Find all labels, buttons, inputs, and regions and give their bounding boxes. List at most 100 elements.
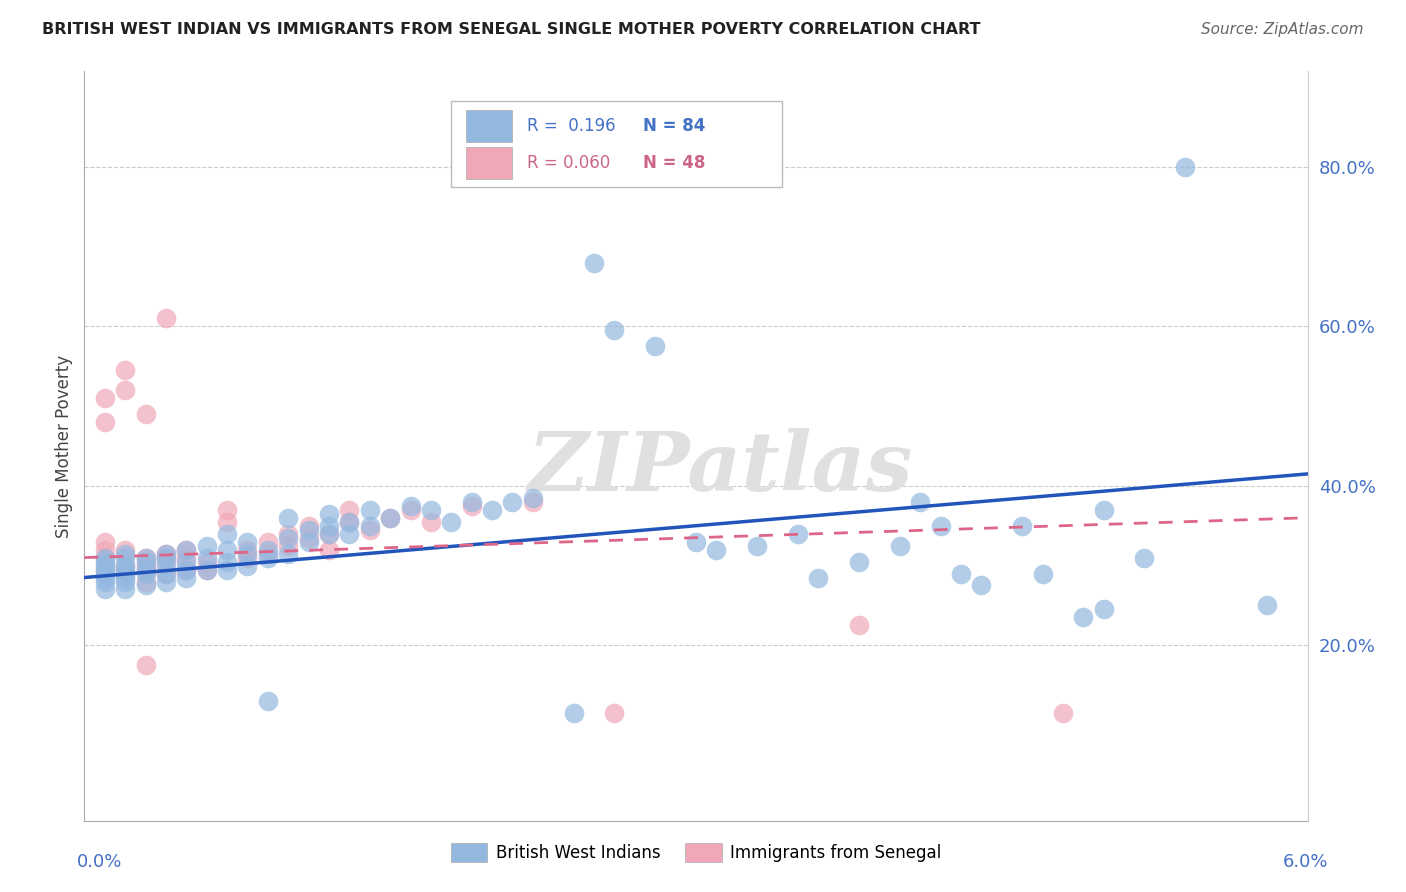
Point (155, 566, 177, 581)
Point (93, 534, 117, 549)
Point (706, 542, 728, 557)
Point (135, 563, 157, 577)
Point (236, 550, 259, 565)
Text: N = 84: N = 84 (644, 117, 706, 135)
Point (1174, 160, 1197, 174)
Point (155, 550, 177, 565)
Point (195, 539, 218, 553)
Point (155, 555, 177, 569)
Text: N = 48: N = 48 (644, 153, 706, 172)
Point (135, 550, 157, 565)
Point (522, 495, 544, 509)
Point (257, 694, 280, 708)
Point (195, 563, 218, 577)
Point (236, 558, 259, 573)
Point (848, 618, 870, 632)
Text: BRITISH WEST INDIAN VS IMMIGRANTS FROM SENEGAL SINGLE MOTHER POVERTY CORRELATION: BRITISH WEST INDIAN VS IMMIGRANTS FROM S… (42, 22, 980, 37)
Point (135, 407, 157, 421)
Point (522, 491, 544, 505)
Point (114, 566, 136, 581)
Point (318, 518, 340, 533)
Point (318, 507, 340, 521)
Point (359, 502, 381, 516)
Point (93, 563, 117, 577)
Point (236, 542, 259, 557)
Point (114, 570, 136, 584)
Point (603, 706, 626, 720)
Point (114, 542, 136, 557)
Point (318, 542, 340, 557)
Point (135, 566, 157, 581)
Point (603, 323, 626, 337)
Point (236, 534, 259, 549)
Point (747, 539, 769, 553)
Point (1011, 518, 1033, 533)
Point (420, 502, 443, 516)
Point (318, 526, 340, 541)
Point (155, 566, 177, 581)
Point (848, 555, 870, 569)
Point (217, 563, 239, 577)
Point (155, 558, 177, 573)
Point (155, 547, 177, 561)
Point (176, 563, 198, 577)
Point (277, 526, 299, 541)
Point (93, 582, 117, 597)
Point (93, 563, 117, 577)
Point (359, 518, 381, 533)
Point (93, 558, 117, 573)
Point (807, 570, 830, 584)
Point (114, 547, 136, 561)
Point (257, 542, 280, 557)
Point (176, 570, 198, 584)
Point (298, 523, 321, 537)
Point (195, 563, 218, 577)
Point (399, 499, 422, 513)
Point (787, 526, 810, 541)
Point (217, 515, 239, 529)
Point (155, 311, 177, 326)
Point (217, 502, 239, 516)
Point (481, 502, 503, 516)
Point (135, 558, 157, 573)
FancyBboxPatch shape (451, 102, 782, 187)
Point (135, 658, 157, 673)
Point (176, 542, 198, 557)
Point (93, 550, 117, 565)
Point (257, 534, 280, 549)
Point (277, 531, 299, 545)
Point (1133, 550, 1156, 565)
Point (93, 542, 117, 557)
Point (970, 578, 993, 592)
Point (135, 574, 157, 589)
Point (277, 510, 299, 524)
Text: R =  0.196: R = 0.196 (527, 117, 616, 135)
Point (440, 515, 463, 529)
Point (399, 502, 422, 516)
Point (217, 526, 239, 541)
Point (93, 574, 117, 589)
Point (339, 515, 361, 529)
FancyBboxPatch shape (465, 147, 513, 178)
Point (929, 518, 952, 533)
Point (93, 391, 117, 405)
Point (298, 531, 321, 545)
Point (155, 547, 177, 561)
Point (176, 542, 198, 557)
Text: Source: ZipAtlas.com: Source: ZipAtlas.com (1201, 22, 1364, 37)
Point (236, 547, 259, 561)
Point (93, 555, 117, 569)
Point (1052, 706, 1074, 720)
Point (176, 563, 198, 577)
Text: ZIPatlas: ZIPatlas (527, 428, 912, 508)
Point (889, 539, 911, 553)
Legend: British West Indians, Immigrants from Senegal: British West Indians, Immigrants from Se… (444, 836, 948, 869)
Point (339, 515, 361, 529)
Point (277, 539, 299, 553)
Point (339, 526, 361, 541)
Text: 0.0%: 0.0% (77, 853, 122, 871)
Point (644, 339, 666, 353)
Point (114, 566, 136, 581)
Point (298, 518, 321, 533)
Point (298, 534, 321, 549)
